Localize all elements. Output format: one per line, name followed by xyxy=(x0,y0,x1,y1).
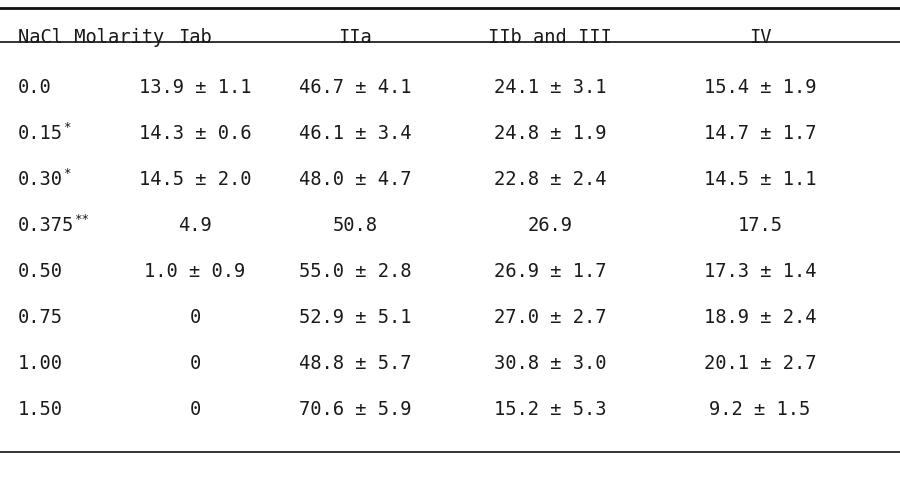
Text: 26.9 ± 1.7: 26.9 ± 1.7 xyxy=(494,262,607,281)
Text: 30.8 ± 3.0: 30.8 ± 3.0 xyxy=(494,354,607,373)
Text: 0.375: 0.375 xyxy=(18,216,74,235)
Text: 1.50: 1.50 xyxy=(18,400,63,419)
Text: *: * xyxy=(63,121,70,134)
Text: *: * xyxy=(63,167,70,180)
Text: 20.1 ± 2.7: 20.1 ± 2.7 xyxy=(704,354,816,373)
Text: 46.1 ± 3.4: 46.1 ± 3.4 xyxy=(299,124,411,143)
Text: 14.7 ± 1.7: 14.7 ± 1.7 xyxy=(704,124,816,143)
Text: 0: 0 xyxy=(189,308,201,327)
Text: 0.15: 0.15 xyxy=(18,124,63,143)
Text: IIb and III: IIb and III xyxy=(488,28,612,47)
Text: 17.5: 17.5 xyxy=(737,216,782,235)
Text: 52.9 ± 5.1: 52.9 ± 5.1 xyxy=(299,308,411,327)
Text: 0.50: 0.50 xyxy=(18,262,63,281)
Text: 14.5 ± 1.1: 14.5 ± 1.1 xyxy=(704,170,816,189)
Text: 46.7 ± 4.1: 46.7 ± 4.1 xyxy=(299,78,411,97)
Text: IIa: IIa xyxy=(338,28,372,47)
Text: NaCl Molarity: NaCl Molarity xyxy=(18,28,164,47)
Text: IV: IV xyxy=(749,28,771,47)
Text: 0.30: 0.30 xyxy=(18,170,63,189)
Text: 13.9 ± 1.1: 13.9 ± 1.1 xyxy=(139,78,251,97)
Text: 0.0: 0.0 xyxy=(18,78,52,97)
Text: 27.0 ± 2.7: 27.0 ± 2.7 xyxy=(494,308,607,327)
Text: 26.9: 26.9 xyxy=(527,216,572,235)
Text: 48.0 ± 4.7: 48.0 ± 4.7 xyxy=(299,170,411,189)
Text: 14.5 ± 2.0: 14.5 ± 2.0 xyxy=(139,170,251,189)
Text: 22.8 ± 2.4: 22.8 ± 2.4 xyxy=(494,170,607,189)
Text: 17.3 ± 1.4: 17.3 ± 1.4 xyxy=(704,262,816,281)
Text: 0: 0 xyxy=(189,400,201,419)
Text: 1.0 ± 0.9: 1.0 ± 0.9 xyxy=(144,262,246,281)
Text: 0: 0 xyxy=(189,354,201,373)
Text: 70.6 ± 5.9: 70.6 ± 5.9 xyxy=(299,400,411,419)
Text: 24.1 ± 3.1: 24.1 ± 3.1 xyxy=(494,78,607,97)
Text: 15.4 ± 1.9: 15.4 ± 1.9 xyxy=(704,78,816,97)
Text: 14.3 ± 0.6: 14.3 ± 0.6 xyxy=(139,124,251,143)
Text: 48.8 ± 5.7: 48.8 ± 5.7 xyxy=(299,354,411,373)
Text: Iab: Iab xyxy=(178,28,212,47)
Text: 1.00: 1.00 xyxy=(18,354,63,373)
Text: 0.75: 0.75 xyxy=(18,308,63,327)
Text: **: ** xyxy=(74,213,89,226)
Text: 24.8 ± 1.9: 24.8 ± 1.9 xyxy=(494,124,607,143)
Text: 15.2 ± 5.3: 15.2 ± 5.3 xyxy=(494,400,607,419)
Text: 55.0 ± 2.8: 55.0 ± 2.8 xyxy=(299,262,411,281)
Text: 9.2 ± 1.5: 9.2 ± 1.5 xyxy=(709,400,811,419)
Text: 4.9: 4.9 xyxy=(178,216,212,235)
Text: 50.8: 50.8 xyxy=(332,216,377,235)
Text: 18.9 ± 2.4: 18.9 ± 2.4 xyxy=(704,308,816,327)
